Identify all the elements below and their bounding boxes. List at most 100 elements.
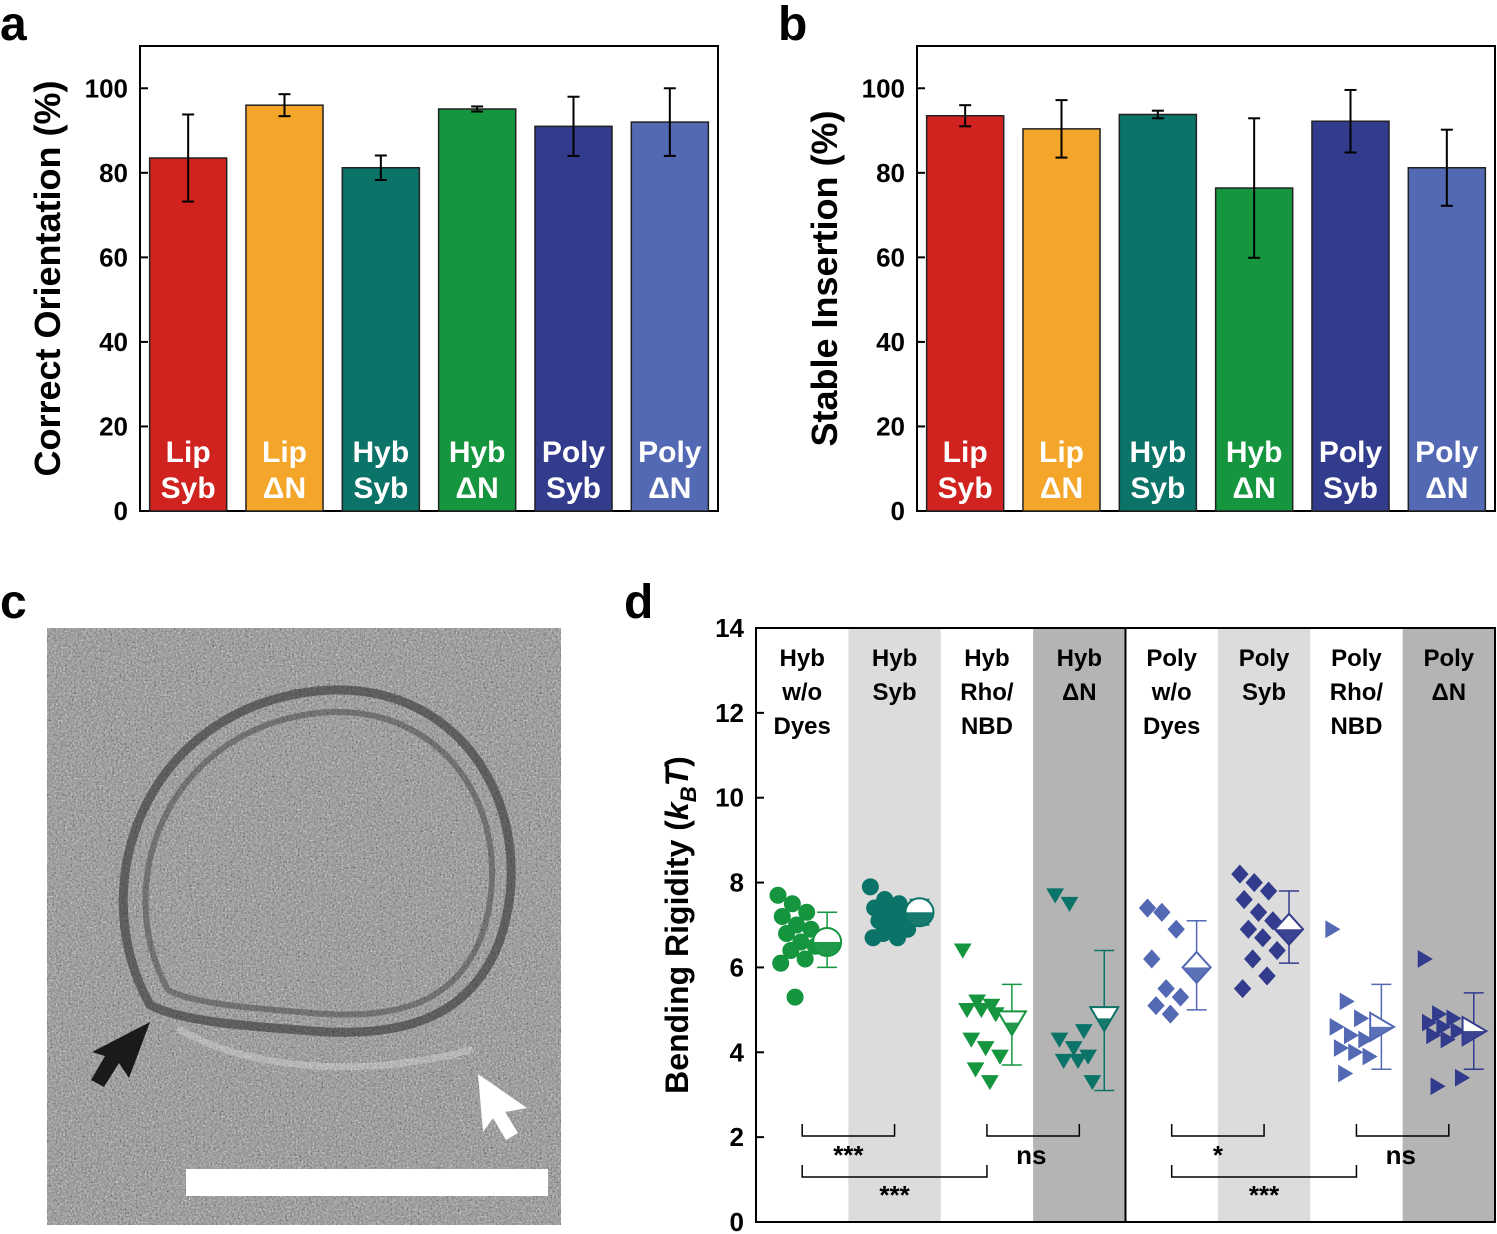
group-label-line: NBD bbox=[1330, 713, 1382, 740]
panel-letter-c: c bbox=[0, 576, 27, 629]
group-label-line: w/o bbox=[781, 679, 822, 706]
group-band bbox=[1402, 628, 1495, 1222]
y-tick-label: 8 bbox=[730, 868, 744, 898]
y-tick-label: 80 bbox=[99, 158, 128, 188]
bar-label-line1: Lip bbox=[943, 436, 988, 469]
data-point bbox=[1083, 1075, 1102, 1091]
bar-label-line1: Poly bbox=[542, 436, 606, 469]
significance-label: *** bbox=[879, 1180, 910, 1210]
data-point bbox=[778, 924, 796, 942]
y-axis-label: Bending Rigidity (kBT) bbox=[659, 756, 701, 1094]
bar-label-line2: Syb bbox=[1323, 472, 1378, 505]
group-label-line: Hyb bbox=[1057, 645, 1102, 672]
black-arrow-icon bbox=[91, 1022, 150, 1087]
data-point bbox=[889, 929, 907, 947]
bar-label-line2: Syb bbox=[353, 472, 408, 505]
scale-bar bbox=[186, 1169, 548, 1196]
mean-marker-fill bbox=[813, 941, 842, 956]
data-point bbox=[1436, 1017, 1452, 1036]
significance-bracket bbox=[1170, 1124, 1265, 1137]
group-label-line: Poly bbox=[1239, 645, 1290, 672]
bar-label-line1: Lip bbox=[166, 436, 211, 469]
bar bbox=[1407, 166, 1487, 512]
data-point bbox=[1258, 966, 1276, 986]
y-tick-label: 10 bbox=[715, 783, 744, 813]
data-point bbox=[1153, 902, 1171, 922]
bar-label-line2: Syb bbox=[546, 472, 601, 505]
bar bbox=[630, 121, 710, 512]
y-tick-label: 40 bbox=[876, 327, 905, 357]
data-point bbox=[1354, 1009, 1370, 1028]
data-point bbox=[1268, 940, 1286, 961]
data-point bbox=[1138, 898, 1157, 918]
data-point bbox=[1249, 902, 1268, 922]
group-label-line: ΔN bbox=[1062, 679, 1097, 706]
data-point bbox=[1362, 1047, 1378, 1066]
data-point bbox=[1157, 979, 1175, 999]
group-label-line: Hyb bbox=[780, 645, 825, 672]
y-tick-label: 100 bbox=[85, 73, 128, 103]
data-point bbox=[1333, 1039, 1349, 1057]
group-label-line: Syb bbox=[1242, 679, 1286, 706]
panel-letter-d: d bbox=[624, 576, 653, 629]
bar bbox=[925, 115, 1005, 512]
vesicle-inner-membrane bbox=[142, 708, 496, 1018]
significance-label: * bbox=[1213, 1140, 1224, 1170]
y-axis-label-t: T bbox=[659, 764, 695, 786]
bar-label-line2: Syb bbox=[161, 472, 216, 505]
plot-frame bbox=[755, 627, 1496, 1223]
data-point bbox=[1325, 920, 1341, 939]
data-point bbox=[1231, 864, 1249, 884]
data-point bbox=[1426, 1026, 1442, 1045]
data-point bbox=[782, 941, 800, 959]
y-tick-label: 80 bbox=[876, 158, 905, 188]
data-point bbox=[1417, 950, 1433, 968]
significance-bracket bbox=[801, 1124, 896, 1137]
y-tick-label: 20 bbox=[99, 411, 128, 441]
data-point bbox=[1421, 1013, 1438, 1032]
bar-label-line2: ΔN bbox=[1233, 472, 1276, 505]
data-point bbox=[1339, 992, 1355, 1011]
membrane-halo bbox=[176, 1026, 474, 1071]
data-point bbox=[1348, 1043, 1364, 1062]
group-label-line: Poly bbox=[1146, 645, 1197, 672]
data-point bbox=[1233, 979, 1252, 999]
data-point bbox=[1244, 949, 1262, 969]
y-tick-label: 2 bbox=[730, 1122, 744, 1152]
group-band bbox=[1033, 628, 1126, 1222]
bar-label-line2: ΔN bbox=[1425, 472, 1468, 505]
y-axis-label-main: Bending Rigidity ( bbox=[659, 820, 695, 1094]
y-tick-label: 0 bbox=[891, 496, 905, 526]
group-label-line: NBD bbox=[961, 713, 1013, 740]
data-point bbox=[1338, 1064, 1354, 1083]
data-point bbox=[972, 1002, 991, 1019]
data-point bbox=[1235, 889, 1253, 910]
data-point bbox=[1050, 1032, 1069, 1048]
data-point bbox=[966, 1062, 985, 1078]
group-label-line: Hyb bbox=[872, 645, 917, 672]
significance-bracket bbox=[801, 1165, 988, 1178]
y-axis-label-end: ) bbox=[659, 756, 695, 767]
data-point bbox=[1147, 996, 1165, 1016]
y-tick-label: 40 bbox=[99, 327, 128, 357]
data-point bbox=[1069, 1053, 1087, 1069]
bar bbox=[245, 104, 324, 512]
data-point bbox=[1440, 1030, 1456, 1049]
y-tick-label: 100 bbox=[862, 73, 905, 103]
group-label-line: Syb bbox=[873, 679, 917, 706]
data-point bbox=[786, 988, 804, 1006]
y-tick-label: 14 bbox=[715, 613, 744, 643]
group-label-line: Dyes bbox=[1143, 713, 1200, 740]
significance-bracket bbox=[986, 1124, 1081, 1137]
bar-label-line1: Poly bbox=[638, 436, 702, 469]
bar-label-line1: Hyb bbox=[1226, 436, 1283, 469]
bar-label-line1: Poly bbox=[1319, 436, 1383, 469]
cryo-em-micrograph bbox=[47, 628, 561, 1225]
data-point bbox=[1171, 987, 1190, 1007]
data-point bbox=[976, 1041, 995, 1057]
bar bbox=[1022, 128, 1101, 512]
data-point bbox=[1430, 1077, 1446, 1096]
significance-label: ns bbox=[1386, 1140, 1416, 1170]
